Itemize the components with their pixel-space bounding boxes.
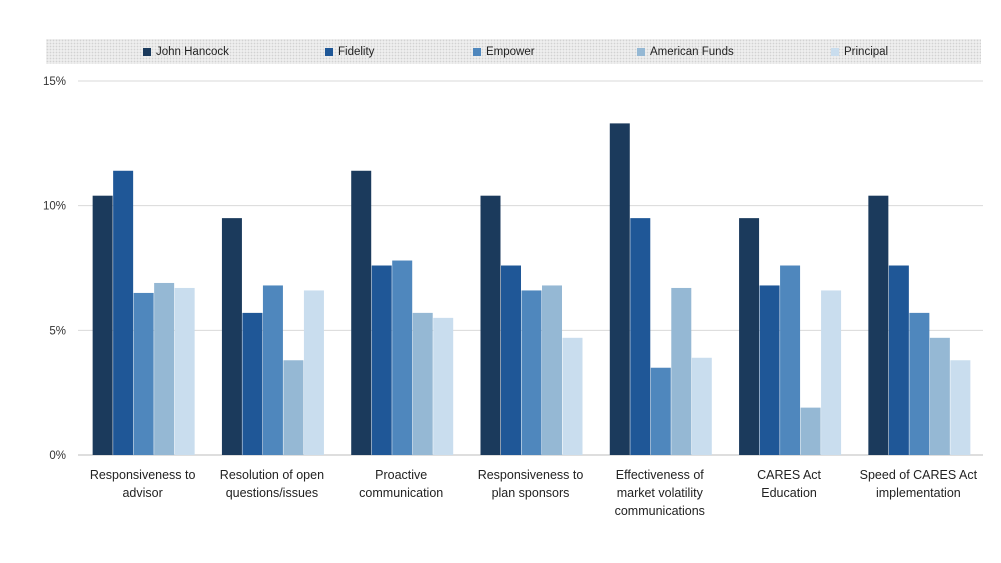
- category-label: market volatility: [617, 486, 704, 500]
- category-label: communications: [615, 504, 705, 518]
- bar-empower: [133, 292, 154, 455]
- y-tick-label: 5%: [49, 325, 66, 337]
- y-tick-label: 15%: [43, 76, 66, 88]
- bar-fidelity: [242, 312, 263, 455]
- bar-american-funds: [929, 337, 950, 455]
- legend-item: Fidelity: [325, 45, 374, 59]
- legend-label: John Hancock: [156, 46, 229, 58]
- bar-principal: [303, 290, 324, 455]
- category-label: Resolution of open: [220, 468, 324, 482]
- category-label: Responsiveness to: [478, 468, 584, 482]
- category-label: Effectiveness of: [616, 468, 705, 482]
- bar-empower: [521, 290, 542, 455]
- legend: John Hancock Fidelity Empower American Fund…: [46, 39, 981, 64]
- category-label: implementation: [876, 486, 961, 500]
- bar-empower: [392, 260, 413, 455]
- bar-american-funds: [412, 312, 433, 455]
- bar-fidelity: [371, 265, 392, 455]
- bar-fidelity: [630, 218, 651, 455]
- legend-swatch: [637, 48, 645, 56]
- y-tick-label: 10%: [43, 201, 66, 213]
- legend-item: Empower: [473, 45, 535, 59]
- category-label: Education: [761, 486, 817, 500]
- bar-american-funds: [154, 282, 175, 455]
- legend-label: Fidelity: [338, 46, 375, 58]
- bar-fidelity: [888, 265, 909, 455]
- category-label: questions/issues: [226, 486, 318, 500]
- bar-empower: [262, 285, 283, 455]
- legend-swatch: [831, 48, 839, 56]
- category-label: CARES Act: [757, 468, 821, 482]
- bar-john-hancock: [351, 170, 372, 455]
- bar-principal: [433, 317, 454, 455]
- bar-empower: [650, 367, 671, 455]
- bar-principal: [174, 287, 195, 455]
- bar-american-funds: [283, 360, 304, 455]
- category-label: plan sponsors: [492, 486, 570, 500]
- bar-principal: [821, 290, 842, 455]
- bar-principal: [691, 357, 712, 455]
- bar-empower: [780, 265, 801, 455]
- bar-empower: [909, 312, 930, 455]
- legend-swatch: [143, 48, 151, 56]
- legend-swatch: [325, 48, 333, 56]
- bar-principal: [950, 360, 971, 455]
- bar-american-funds: [671, 287, 692, 455]
- bar-fidelity: [501, 265, 521, 455]
- bar-john-hancock: [609, 123, 630, 456]
- legend-item: Principal: [831, 45, 888, 59]
- legend-item: John Hancock: [143, 45, 229, 59]
- bar-john-hancock: [221, 218, 242, 455]
- bar-fidelity: [113, 170, 134, 455]
- bar-john-hancock: [868, 195, 889, 455]
- category-label: Speed of CARES Act: [860, 468, 978, 482]
- category-label: Proactive: [375, 468, 427, 482]
- bar-principal: [562, 337, 583, 455]
- legend-label: Principal: [844, 46, 889, 58]
- bar-john-hancock: [92, 195, 113, 455]
- category-label: Responsiveness to: [90, 468, 196, 482]
- bar-john-hancock: [480, 195, 501, 455]
- legend-item: American Funds: [637, 45, 734, 59]
- bar-fidelity: [759, 285, 780, 455]
- legend-label: American Funds: [650, 46, 734, 58]
- legend-background: [46, 39, 981, 64]
- legend-swatch: [473, 48, 481, 56]
- bar-john-hancock: [739, 218, 760, 455]
- y-tick-label: 0%: [49, 450, 66, 462]
- bar-american-funds: [800, 407, 821, 455]
- bar-american-funds: [542, 285, 562, 455]
- category-label: advisor: [122, 486, 162, 500]
- category-label: communication: [359, 486, 443, 500]
- legend-label: Empower: [486, 46, 535, 58]
